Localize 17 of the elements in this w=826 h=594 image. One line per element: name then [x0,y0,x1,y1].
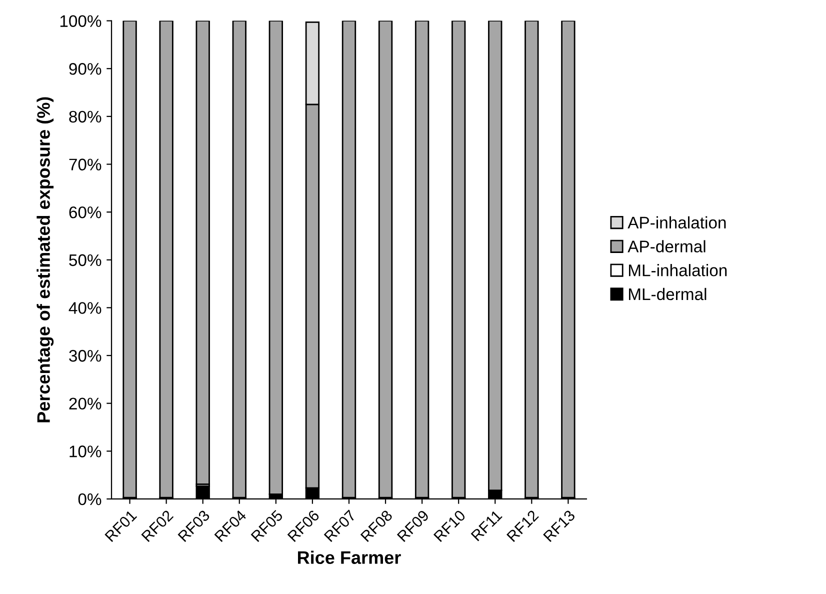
y-tick-label: 100% [60,15,102,27]
y-tick-label: 80% [69,110,102,123]
legend-label: AP-inhalation [628,216,726,229]
y-tick-label: 20% [69,398,102,410]
legend-label: ML-dermal [628,288,706,300]
y-tick-label: 10% [70,446,102,458]
y-tick-label: 0% [78,493,102,506]
y-tick-label: 30% [69,350,102,362]
y-tick-label: 60% [69,206,102,218]
y-tick-label: 40% [68,302,102,314]
legend-label: ML-inhalation [628,264,727,276]
y-axis-title: Percentage of estimated exposure (%) [36,97,54,422]
y-tick-label: 50% [69,254,102,266]
legend-label: AP-dermal [628,240,706,252]
x-axis-title: Rice Farmer [298,550,401,564]
y-tick-label: 70% [69,158,102,170]
y-tick-label: 90% [69,63,102,75]
